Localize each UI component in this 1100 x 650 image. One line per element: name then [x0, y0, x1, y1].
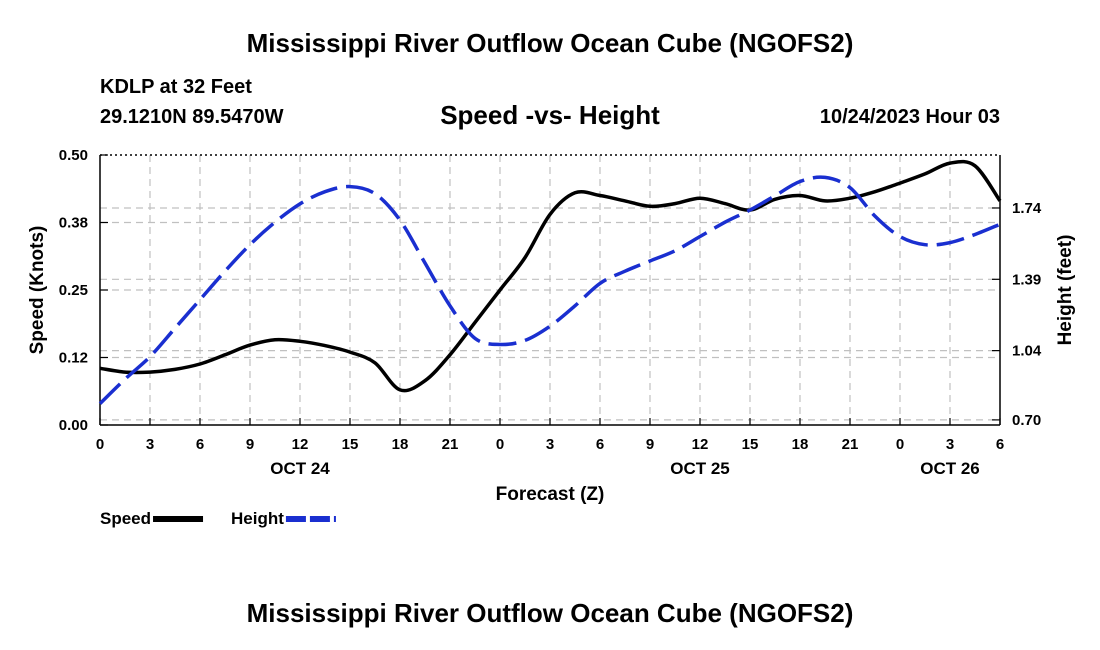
legend-label-height: Height [231, 509, 284, 528]
series-line-height [98, 175, 1001, 405]
x-tick-label: 18 [792, 436, 809, 453]
y-right-axis-label: Height (feet) [1055, 235, 1076, 346]
x-tick-label: 0 [896, 436, 904, 453]
x-tick-label: 21 [442, 436, 459, 453]
y-left-tick-label: 0.25 [59, 282, 88, 299]
series-line-speed [99, 159, 1002, 393]
station-label: KDLP at 32 Feet [100, 76, 252, 98]
x-tick-label: 9 [646, 436, 654, 453]
legend-label-speed: Speed [100, 509, 151, 528]
x-tick-label: 3 [546, 436, 554, 453]
x-axis-label: Forecast (Z) [496, 484, 605, 505]
day-label: OCT 26 [920, 459, 980, 478]
x-tick-label: 0 [96, 436, 104, 453]
y-right-tick-label: 0.70 [1012, 412, 1041, 429]
y-left-axis-label: Speed (Knots) [27, 226, 48, 355]
y-left-tick-label: 0.38 [59, 215, 88, 232]
y-right-tick-label: 1.74 [1012, 200, 1042, 217]
x-tick-label: 9 [246, 436, 254, 453]
x-tick-label: 12 [292, 436, 309, 453]
chart-title: Mississippi River Outflow Ocean Cube (NG… [246, 28, 854, 58]
station-coordinates: 29.1210N 89.5470W [100, 106, 284, 128]
x-tick-label: 21 [842, 436, 859, 453]
x-tick-label: 6 [196, 436, 204, 453]
x-tick-label: 12 [692, 436, 709, 453]
day-label: OCT 25 [670, 459, 730, 478]
y-left-tick-label: 0.50 [59, 147, 88, 164]
chart-subtitle: Speed -vs- Height [440, 100, 660, 130]
x-tick-label: 15 [342, 436, 359, 453]
y-left-tick-label: 0.12 [59, 350, 88, 367]
x-tick-label: 0 [496, 436, 504, 453]
x-tick-label: 6 [596, 436, 604, 453]
y-right-tick-label: 1.04 [1012, 343, 1042, 360]
x-tick-label: 18 [392, 436, 409, 453]
x-tick-label: 3 [146, 436, 154, 453]
x-tick-label: 15 [742, 436, 759, 453]
x-tick-label: 6 [996, 436, 1004, 453]
day-label: OCT 24 [270, 459, 330, 478]
y-left-tick-label: 0.00 [59, 417, 88, 434]
bottom-chart-title: Mississippi River Outflow Ocean Cube (NG… [246, 598, 854, 628]
forecast-datetime: 10/24/2023 Hour 03 [819, 106, 1000, 128]
x-tick-label: 3 [946, 436, 954, 453]
y-right-tick-label: 1.39 [1012, 271, 1041, 288]
